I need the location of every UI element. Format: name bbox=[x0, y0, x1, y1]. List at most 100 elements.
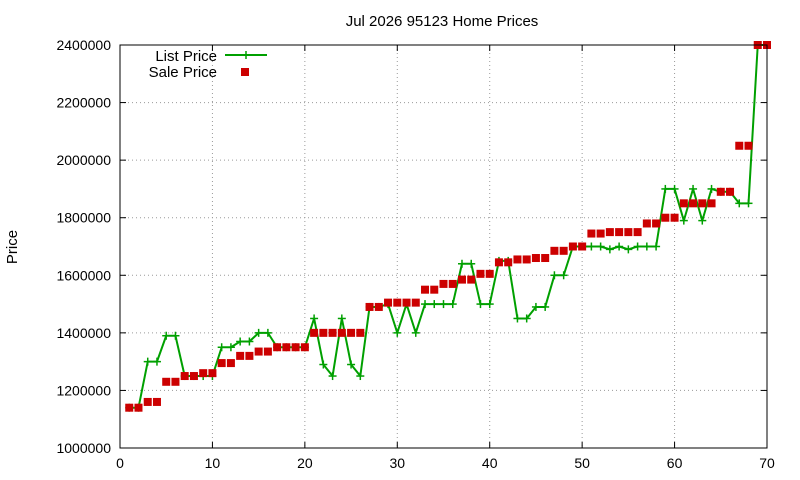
list-price-point bbox=[162, 331, 171, 340]
sale-price-point bbox=[735, 141, 744, 150]
sale-price-point bbox=[125, 403, 134, 412]
legend-label-list-price: List Price bbox=[155, 48, 217, 65]
sale-price-point bbox=[347, 328, 356, 337]
y-tick-label: 2400000 bbox=[56, 37, 111, 53]
sale-price-point bbox=[439, 279, 448, 288]
sale-price-point bbox=[421, 285, 430, 294]
list-price-point bbox=[707, 184, 716, 193]
sale-price-point bbox=[143, 397, 152, 406]
sale-price-point bbox=[522, 255, 531, 264]
list-price-point bbox=[744, 199, 753, 208]
list-price-point bbox=[171, 331, 180, 340]
list-price-point bbox=[347, 360, 356, 369]
sale-price-point bbox=[393, 298, 402, 307]
sale-price-point bbox=[559, 246, 568, 255]
grid-lines bbox=[120, 45, 767, 448]
sale-price-point bbox=[652, 219, 661, 228]
sale-price-point bbox=[273, 343, 282, 352]
x-tick-label: 40 bbox=[482, 455, 498, 471]
list-price-point bbox=[356, 372, 365, 381]
y-tick-label: 2200000 bbox=[56, 95, 111, 111]
sale-price-point bbox=[707, 199, 716, 208]
sale-price-point bbox=[291, 343, 300, 352]
sale-price-point bbox=[467, 275, 476, 284]
x-tick-label: 0 bbox=[116, 455, 124, 471]
list-price-point bbox=[448, 300, 457, 309]
sale-price-point bbox=[633, 228, 642, 237]
list-price-point bbox=[328, 372, 337, 381]
list-price-point bbox=[735, 199, 744, 208]
sale-price-point bbox=[661, 213, 670, 222]
x-tick-label: 10 bbox=[205, 455, 221, 471]
list-price-point bbox=[393, 328, 402, 337]
legend-sample-list-price bbox=[225, 51, 267, 59]
list-price-point bbox=[522, 314, 531, 323]
series-0 bbox=[125, 41, 771, 412]
sale-price-point bbox=[402, 298, 411, 307]
sale-price-point bbox=[494, 258, 503, 267]
sale-price-point bbox=[670, 213, 679, 222]
list-price-point bbox=[152, 357, 161, 366]
sale-price-point bbox=[615, 228, 624, 237]
list-price-point bbox=[467, 259, 476, 268]
sale-price-point bbox=[596, 229, 605, 238]
series-1 bbox=[125, 41, 771, 412]
y-tick-label: 1800000 bbox=[56, 210, 111, 226]
list-price-point bbox=[624, 245, 633, 254]
sale-price-point bbox=[476, 269, 485, 278]
sale-price-point bbox=[171, 377, 180, 386]
sale-price-point bbox=[716, 187, 725, 196]
list-price-point bbox=[254, 328, 263, 337]
list-price-point bbox=[605, 245, 614, 254]
sale-price-point bbox=[356, 328, 365, 337]
list-price-point bbox=[439, 300, 448, 309]
list-price-point bbox=[698, 216, 707, 225]
sale-price-point bbox=[152, 397, 161, 406]
list-price-point bbox=[661, 184, 670, 193]
list-price-point bbox=[236, 337, 245, 346]
sale-price-point bbox=[448, 279, 457, 288]
list-price-line bbox=[129, 44, 767, 409]
x-tick-label: 30 bbox=[389, 455, 405, 471]
sale-price-point bbox=[624, 228, 633, 237]
sale-price-point bbox=[245, 351, 254, 360]
legend: List Price Sale Price bbox=[149, 48, 267, 81]
sale-price-point bbox=[208, 369, 217, 378]
list-price-point bbox=[263, 328, 272, 337]
sale-price-point bbox=[744, 141, 753, 150]
list-price-point bbox=[226, 343, 235, 352]
list-price-point bbox=[337, 314, 346, 323]
list-price-point bbox=[513, 314, 522, 323]
sale-price-point bbox=[504, 258, 513, 267]
sale-price-point bbox=[457, 275, 466, 284]
sale-price-point bbox=[411, 298, 420, 307]
y-axis-label: Price bbox=[4, 230, 21, 264]
list-price-point bbox=[421, 300, 430, 309]
list-price-point bbox=[652, 242, 661, 251]
y-tick-label: 1600000 bbox=[56, 267, 111, 283]
sale-price-point bbox=[578, 242, 587, 251]
plot-frame bbox=[119, 44, 768, 449]
sale-price-point bbox=[531, 254, 540, 263]
sale-price-point bbox=[587, 229, 596, 238]
list-price-point bbox=[476, 300, 485, 309]
list-price-point bbox=[633, 242, 642, 251]
sale-price-point bbox=[679, 199, 688, 208]
sale-price-point bbox=[226, 359, 235, 368]
sale-price-point bbox=[513, 255, 522, 264]
sale-price-point bbox=[384, 298, 393, 307]
sale-price-point bbox=[282, 343, 291, 352]
sale-price-point bbox=[134, 403, 143, 412]
list-price-point bbox=[217, 343, 226, 352]
chart-title: Jul 2026 95123 Home Prices bbox=[346, 13, 539, 30]
sale-price-point bbox=[541, 254, 550, 263]
sale-price-point bbox=[310, 328, 319, 337]
list-price-point bbox=[245, 337, 254, 346]
axis-ticks: 0 10 20 30 40 50 60 70 1000000 1200000 1400000 1600… bbox=[56, 37, 775, 471]
x-tick-label: 70 bbox=[759, 455, 775, 471]
sale-price-point bbox=[726, 187, 735, 196]
list-price-point bbox=[559, 271, 568, 280]
sale-price-point bbox=[337, 328, 346, 337]
y-tick-label: 2000000 bbox=[56, 152, 111, 168]
